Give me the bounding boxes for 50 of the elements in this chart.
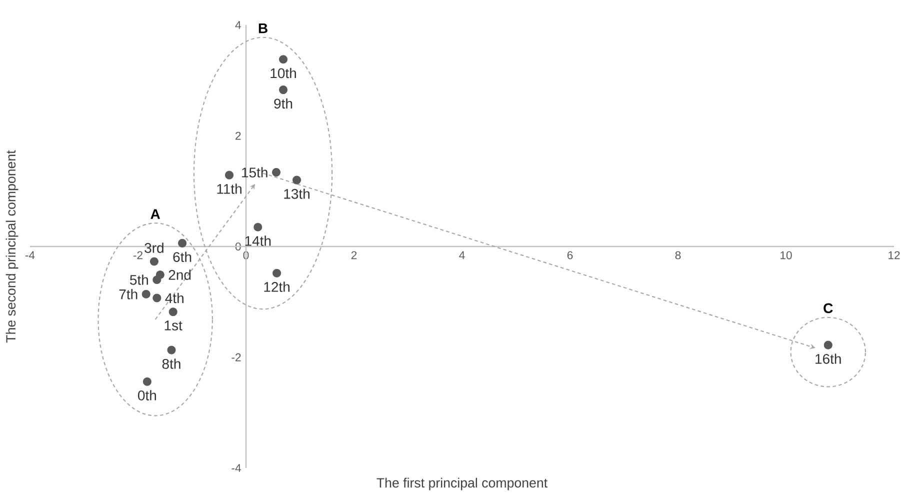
series-label: 4th — [165, 292, 184, 304]
series-label: 6th — [173, 252, 192, 262]
x-tick-label: 6 — [567, 251, 573, 260]
y-tick-label: 4 — [235, 21, 241, 29]
point — [178, 238, 187, 248]
series-label: 16th — [816, 354, 841, 364]
annotation: B — [258, 23, 268, 34]
series-label: 8th — [162, 358, 180, 369]
series-label: 10th — [270, 68, 296, 78]
series-label: 14th — [245, 236, 271, 246]
annotation: A — [150, 209, 160, 219]
point — [278, 86, 288, 94]
series-label: 15th — [242, 167, 268, 178]
point — [224, 170, 234, 180]
series-label: 3rd — [144, 242, 164, 253]
x-tick-label: -4 — [25, 251, 35, 260]
x-tick-label: 12 — [888, 251, 900, 260]
point — [152, 294, 162, 302]
series-label: 11th — [217, 184, 242, 194]
point — [150, 257, 158, 266]
point — [254, 222, 262, 232]
series-label: 5th — [130, 274, 148, 285]
point — [167, 346, 176, 354]
x-tick-label: 10 — [780, 251, 792, 260]
y-tick-label: -2 — [232, 353, 241, 362]
y-tick-label: -4 — [232, 464, 241, 472]
series-label: 13th — [284, 188, 310, 199]
point — [152, 275, 162, 284]
x-tick-label: 8 — [675, 251, 681, 260]
point — [142, 290, 150, 298]
x-tick-label: 2 — [351, 251, 357, 260]
y-tick-label: 2 — [236, 132, 241, 140]
series-label: 7th — [119, 289, 138, 300]
point — [278, 55, 288, 64]
point — [824, 340, 832, 350]
series-label: 2nd — [168, 270, 191, 280]
point — [272, 168, 281, 177]
series-label: 12th — [264, 282, 290, 292]
series-label: 1st — [164, 320, 182, 330]
point — [168, 308, 178, 316]
x-tick-label: 4 — [459, 251, 465, 260]
annotation: C — [824, 303, 833, 314]
point — [142, 377, 152, 386]
series-label: 9th — [274, 98, 292, 109]
x-tick-label: -2 — [133, 251, 142, 260]
x-axis-title: The first principal component — [376, 478, 548, 490]
point — [272, 268, 282, 278]
series-label: 0th — [138, 390, 156, 400]
point — [292, 176, 302, 184]
y-axis-title: The second principal component — [6, 150, 18, 343]
